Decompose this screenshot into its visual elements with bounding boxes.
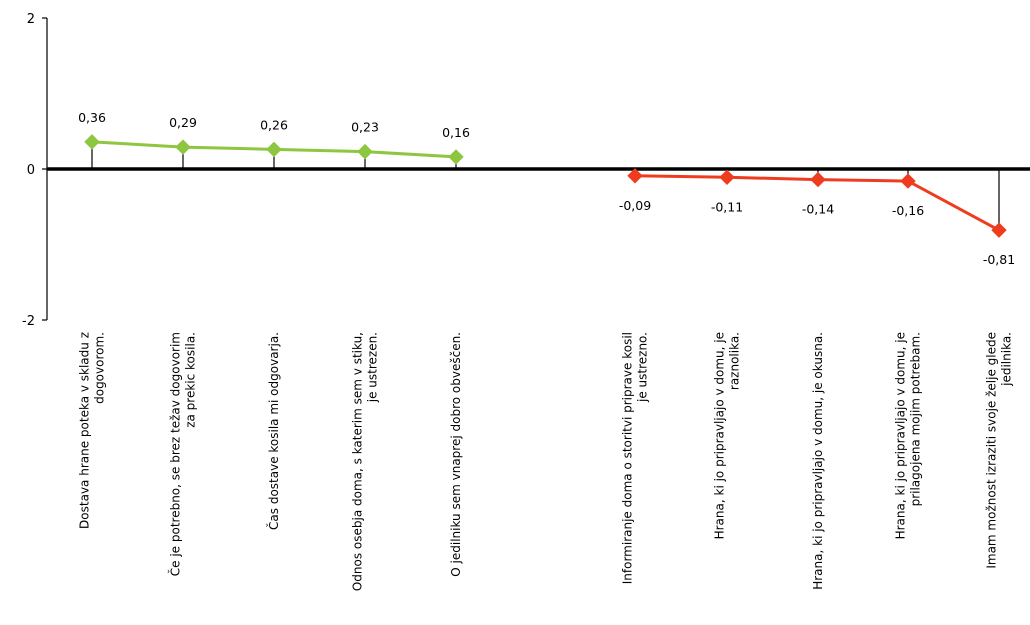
data-point xyxy=(84,134,100,150)
data-label: -0,16 xyxy=(892,203,924,218)
category-label-line: je ustrezno. xyxy=(636,332,650,403)
data-point xyxy=(900,173,916,189)
category-label-line: za prekic kosila. xyxy=(184,332,198,428)
data-point xyxy=(357,143,373,160)
category-label-line: Čas dostave kosila mi odgovarja. xyxy=(266,332,281,530)
y-tick-label: -2 xyxy=(22,314,35,329)
data-label: 0,16 xyxy=(442,125,470,140)
data-label: -0,11 xyxy=(711,199,743,214)
data-point xyxy=(719,169,735,186)
category-label: Dostava hrane poteka v skladu z dogovorom… xyxy=(78,332,107,529)
category-label-line: Informiranje doma o storitvi priprave ko… xyxy=(621,332,635,584)
data-point xyxy=(175,139,191,155)
data-label: 0,36 xyxy=(78,110,106,125)
category-label-line: Hrana, ki jo pripravljajo v domu, je oku… xyxy=(811,332,825,590)
data-label: 0,26 xyxy=(260,117,288,132)
category-label-line: Če je potrebno, se brez težav dogovorim xyxy=(168,332,183,576)
category-label: Hrana, ki jo pripravljajo v domu, je razn… xyxy=(713,332,742,539)
category-label-line: je ustrezen. xyxy=(366,332,380,403)
data-point xyxy=(810,171,826,188)
category-label: Hrana, ki jo pripravljajo v domu, je oku… xyxy=(811,332,825,590)
y-tick-label: 2 xyxy=(27,12,35,27)
category-label-line: Dostava hrane poteka v skladu z xyxy=(78,332,92,529)
category-label: Čas dostave kosila mi odgovarja. xyxy=(266,332,281,530)
data-point xyxy=(991,222,1007,238)
data-label: -0,14 xyxy=(802,202,834,217)
data-point xyxy=(266,141,282,158)
category-label: Informiranje doma o storitvi priprave ko… xyxy=(621,332,650,584)
category-labels: Dostava hrane poteka v skladu z dogovorom… xyxy=(78,332,1014,591)
category-label-line: jedilnika. xyxy=(1000,332,1014,387)
category-label: Če je potrebno, se brez težav dogovorim z… xyxy=(168,332,198,576)
category-label-line: raznolika. xyxy=(728,332,742,390)
y-tick-label: 0 xyxy=(27,163,35,178)
category-label: Hrana, ki jo pripravljajo v domu, je pril… xyxy=(894,332,923,539)
category-label-line: Odnos osebja doma, s katerim sem v stiku… xyxy=(351,332,365,591)
data-label: 0,23 xyxy=(351,120,379,135)
category-label-line: prilagojena mojim potrebam. xyxy=(909,332,923,506)
category-label: Odnos osebja doma, s katerim sem v stiku… xyxy=(351,332,380,591)
axes: 2 0 -2 xyxy=(22,12,1030,329)
category-label: O jedilniku sem vnaprej dobro obveščen. xyxy=(449,332,463,577)
drop-lines xyxy=(91,141,1000,231)
data-labels: 0,36 0,29 0,26 0,23 0,16 -0,09 -0,11 -0,14 -0,16… xyxy=(78,110,1015,267)
category-label-line: Imam možnost izraziti svoje želje glede xyxy=(985,332,999,569)
category-label-line: Hrana, ki jo pripravljajo v domu, je xyxy=(713,332,727,539)
data-point xyxy=(448,149,464,165)
category-label-line: dogovorom. xyxy=(93,332,107,404)
series-lines xyxy=(91,140,1000,232)
data-label: -0,09 xyxy=(619,198,651,213)
category-label-line: Hrana, ki jo pripravljajo v domu, je xyxy=(894,332,908,539)
data-point xyxy=(627,168,643,184)
category-label: Imam možnost izraziti svoje želje glede j… xyxy=(985,332,1014,569)
data-label: 0,29 xyxy=(169,115,197,130)
data-label: -0,81 xyxy=(983,252,1015,267)
category-label-line: O jedilniku sem vnaprej dobro obveščen. xyxy=(449,332,463,577)
series-points xyxy=(84,134,1007,238)
